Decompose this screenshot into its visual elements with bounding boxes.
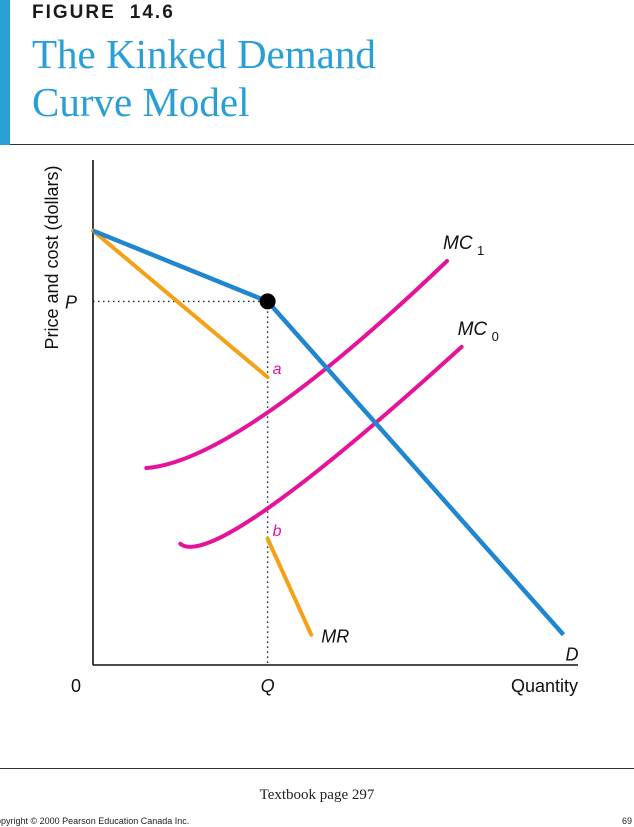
bottom-rule <box>0 768 634 769</box>
copyright-notice: opyright © 2000 Pearson Education Canada… <box>0 816 190 826</box>
figure-word: FIGURE <box>32 2 116 23</box>
y-tick-label-p: P <box>65 292 77 312</box>
page-number: 69 <box>621 816 632 826</box>
y-axis-label: Price and cost (dollars) <box>42 165 62 349</box>
figure-title-line-2: Curve Model <box>32 79 250 125</box>
mc-label-0: MC <box>458 319 488 340</box>
mc-subscript-0: 0 <box>492 329 499 344</box>
accent-bar <box>0 0 10 145</box>
x-tick-label-origin: 0 <box>71 676 81 696</box>
marginal-cost-curve-1 <box>144 259 450 471</box>
figure-title-line-1: The Kinked Demand <box>32 31 376 77</box>
gap-point-label-a: a <box>273 361 282 378</box>
figure-label: FIGURE 14.6 <box>32 2 175 24</box>
top-rule <box>10 144 634 145</box>
figure-title: The Kinked Demand Curve Model <box>32 30 552 126</box>
kink-point <box>259 293 276 310</box>
page-reference: Textbook page 297 <box>259 787 375 803</box>
x-axis-label: Quantity <box>511 676 578 696</box>
x-tick-label-q: Q <box>261 676 275 696</box>
marginal-revenue-lower-segment <box>265 536 314 637</box>
mc-subscript-1: 1 <box>477 243 484 258</box>
figure-number: 14.6 <box>129 2 175 23</box>
demand-label: D <box>565 645 578 665</box>
gap-point-label-b: b <box>273 523 282 540</box>
mc-label-1: MC <box>443 233 473 254</box>
marginal-cost-curve-0 <box>178 344 464 549</box>
marginal-revenue-upper-segment <box>91 228 270 380</box>
marginal-revenue-label: MR <box>321 627 349 647</box>
kinked-demand-chart: P 0 Q Quantity Price and cost (dollars) D MR MC… <box>42 160 578 696</box>
